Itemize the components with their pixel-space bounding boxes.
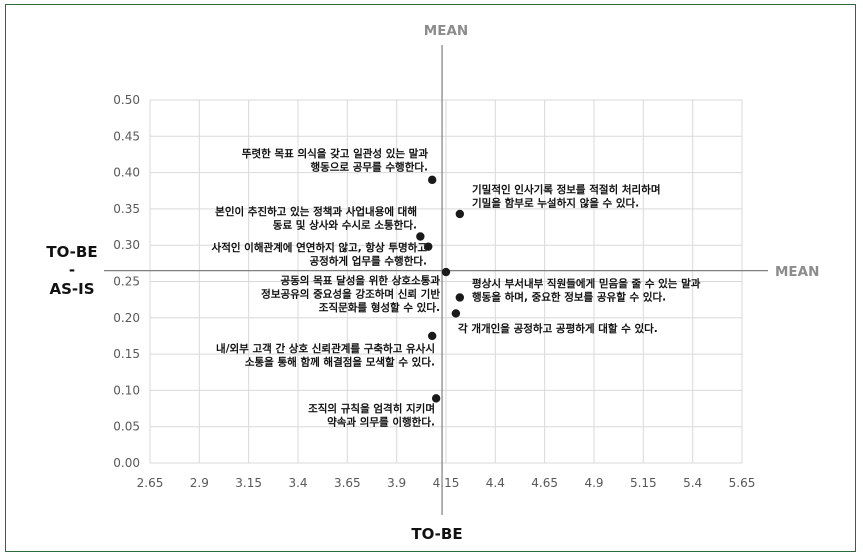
point-label: 내/외부 고객 간 상호 신뢰관계를 구축하고 유사시: [216, 342, 435, 355]
tick-labels: 0.00 0.05 0.10 0.15 0.20 0.25 0.30 0.35 0.40 0.45…: [113, 93, 755, 490]
point-label: 약속과 의무를 이행한다.: [327, 416, 435, 429]
x-tick-label: 5.15: [630, 476, 657, 490]
x-axis-title: TO-BE: [411, 525, 462, 543]
x-tick-label: 3.4: [288, 476, 307, 490]
y-tick-label: 0.10: [113, 383, 140, 397]
y-tick-label: 0.15: [113, 347, 140, 361]
data-point: [455, 293, 465, 302]
x-tick-label: 4.65: [531, 476, 558, 490]
y-tick-label: 0.45: [113, 129, 140, 143]
point-label: 본인이 추진하고 있는 정책과 사업내용에 대해: [215, 205, 417, 218]
data-point: [441, 267, 451, 277]
point-label: 조직문화를 형성할 수 있다.: [319, 301, 440, 314]
x-tick-label: 2.9: [190, 476, 209, 490]
y-axis-title-line-2: -: [69, 261, 75, 279]
data-point: [431, 394, 441, 403]
x-tick-label: 5.4: [683, 476, 702, 490]
gridlines: [149, 99, 743, 464]
y-tick-label: 0.20: [113, 311, 140, 325]
point-label: 조직의 규칙을 엄격히 지키며: [308, 402, 435, 415]
point-label: 기밀을 함부로 누설하지 않을 수 있다.: [472, 197, 639, 210]
data-points: [416, 175, 465, 403]
point-label: 평상시 부서내부 직원들에게 믿음을 줄 수 있는 말과: [472, 277, 701, 290]
x-tick-label: 4.9: [584, 476, 603, 490]
mean-y-label: MEAN: [775, 264, 819, 280]
y-tick-label: 0.50: [113, 93, 140, 107]
x-tick-label: 3.15: [235, 476, 262, 490]
point-label: 기밀적인 인사기록 정보를 적절히 처리하며: [472, 183, 661, 196]
y-tick-label: 0.35: [113, 202, 140, 216]
point-label: 정보공유의 중요성을 강조하며 신뢰 기반: [261, 288, 440, 301]
x-tick-label: 3.9: [387, 476, 406, 490]
data-point: [427, 331, 437, 341]
point-label: 동료 및 상사와 수시로 소통한다.: [273, 219, 417, 232]
y-tick-label: 0.30: [113, 238, 140, 252]
x-tick-label: 3.65: [334, 476, 361, 490]
x-tick-label: 4.15: [433, 476, 460, 490]
point-label: 행동을 하며, 중요한 정보를 공유할 수 있다.: [472, 291, 666, 304]
y-tick-label: 0.40: [113, 166, 140, 180]
data-point: [416, 232, 425, 241]
y-tick-label: 0.25: [113, 275, 140, 289]
point-label: 소통을 통해 함께 해결점을 모색할 수 있다.: [245, 356, 435, 369]
y-axis-title-line-1: TO-BE: [46, 243, 97, 261]
x-tick-label: 2.65: [137, 476, 164, 490]
data-point: [451, 309, 461, 318]
chart-frame: [5, 4, 856, 552]
point-label: 공동의 목표 달성을 위한 상호소통과: [280, 274, 440, 287]
point-label: 뚜렷한 목표 의식을 갖고 일관성 있는 말과: [242, 147, 428, 160]
data-point: [427, 175, 437, 185]
point-label: 행동으로 공무를 수행한다.: [310, 161, 428, 174]
x-tick-label: 5.65: [729, 476, 756, 490]
point-label: 각 개개인을 공정하고 공평하게 대할 수 있다.: [458, 322, 658, 335]
y-axis-title-line-3: AS-IS: [49, 280, 94, 298]
y-tick-label: 0.00: [113, 456, 140, 470]
point-label: 공정하게 업무를 수행한다.: [309, 255, 427, 268]
x-tick-label: 4.4: [486, 476, 505, 490]
point-label: 사적인 이해관계에 연연하지 않고, 항상 투명하고: [212, 241, 428, 254]
mean-x-label: MEAN: [424, 23, 468, 39]
data-point: [424, 242, 433, 251]
mean-lines: [104, 45, 768, 515]
data-point: [455, 209, 465, 219]
y-tick-label: 0.05: [113, 420, 140, 434]
